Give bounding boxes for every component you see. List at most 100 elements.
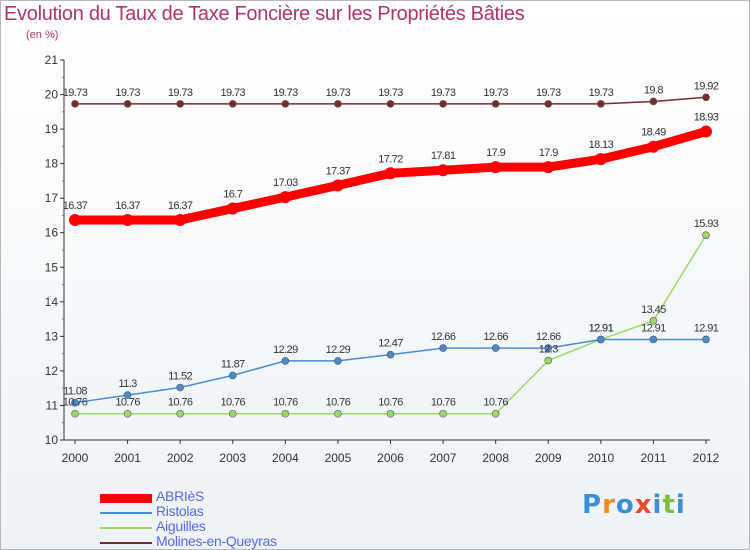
data-point-abri-s xyxy=(542,161,555,174)
data-label-abri-s: 16.7 xyxy=(223,189,242,201)
data-label-abri-s: 16.37 xyxy=(115,200,140,212)
data-point-aiguilles xyxy=(334,409,342,418)
y-tick-label: 20 xyxy=(45,88,59,102)
y-tick-label: 11 xyxy=(46,398,59,412)
logo-letter: r xyxy=(602,490,616,520)
data-point-aiguilles xyxy=(386,409,395,418)
data-label-aiguilles: 10.76 xyxy=(168,397,193,409)
data-point-ristolas xyxy=(702,335,710,344)
data-point-molines-en-queyras xyxy=(386,100,395,108)
data-label-abri-s: 17.37 xyxy=(326,165,351,177)
y-tick-label: 13 xyxy=(45,329,59,343)
logo-letter: i xyxy=(675,490,686,520)
data-label-aiguilles: 10.76 xyxy=(115,397,140,409)
data-point-aiguilles xyxy=(123,409,132,418)
data-label-ristolas: 12.91 xyxy=(641,322,666,334)
data-label-aiguilles: 10.76 xyxy=(483,397,508,409)
data-label-abri-s: 16.37 xyxy=(168,200,193,212)
data-label-ristolas: 11.87 xyxy=(221,358,245,370)
axes: 10 11 12 13 14 15 16 17 18 19 20 21 2000 2001 2002 2003… xyxy=(45,53,720,465)
data-point-aiguilles xyxy=(176,409,184,418)
chart-title: Evolution du Taux de Taxe Foncière sur l… xyxy=(4,3,525,25)
data-point-abri-s xyxy=(121,213,134,226)
data-point-abri-s xyxy=(174,213,187,226)
data-point-aiguilles xyxy=(439,409,447,418)
data-point-abri-s xyxy=(384,167,397,180)
data-point-ristolas xyxy=(597,335,605,344)
y-tick-label: 17 xyxy=(45,191,59,205)
x-tick-label: 2003 xyxy=(219,451,246,465)
data-point-ristolas xyxy=(386,350,395,359)
data-label-aiguilles: 10.76 xyxy=(273,397,298,409)
logo-letter: o xyxy=(615,490,635,520)
data-label-ristolas: 12.66 xyxy=(483,331,508,343)
legend-label: Aiguilles xyxy=(156,518,206,534)
data-label-abri-s: 18.13 xyxy=(589,139,614,151)
data-point-ristolas xyxy=(228,371,237,380)
data-point-molines-en-queyras xyxy=(649,97,658,106)
y-axis-unit: (en %) xyxy=(26,29,59,41)
data-point-abri-s xyxy=(279,191,292,204)
x-tick-label: 2005 xyxy=(325,451,352,465)
data-point-ristolas xyxy=(281,357,290,365)
legend-label: Ristolas xyxy=(156,503,204,519)
data-label-ristolas: 12.91 xyxy=(694,322,719,334)
data-point-molines-en-queyras xyxy=(439,100,447,108)
y-tick-label: 16 xyxy=(45,226,59,240)
data-label-molines-en-queyras: 19.73 xyxy=(483,87,508,99)
data-label-aiguilles: 10.76 xyxy=(63,397,88,409)
x-tick-label: 2000 xyxy=(62,451,89,465)
y-tick-label: 19 xyxy=(45,122,59,136)
data-label-aiguilles: 10.76 xyxy=(378,397,403,409)
legend-swatch xyxy=(100,542,152,544)
legend-swatch xyxy=(100,527,152,529)
y-tick-label: 12 xyxy=(45,364,59,378)
data-labels: 19.73 19.73 19.73 19.73 19.73 19.73 19.73 19.73… xyxy=(63,80,720,409)
y-tick-label: 21 xyxy=(45,53,59,67)
data-label-molines-en-queyras: 19.73 xyxy=(168,87,193,99)
x-tick-label: 2009 xyxy=(535,451,562,465)
data-point-molines-en-queyras xyxy=(281,100,290,108)
data-point-molines-en-queyras xyxy=(71,100,79,108)
logo-letter: t xyxy=(662,490,676,520)
data-point-abri-s xyxy=(226,202,239,215)
data-label-aiguilles: 15.93 xyxy=(694,218,719,230)
data-point-abri-s xyxy=(69,213,81,226)
data-label-molines-en-queyras: 19.73 xyxy=(378,87,403,99)
x-tick-label: 2002 xyxy=(167,451,194,465)
data-point-molines-en-queyras xyxy=(123,100,132,108)
data-point-molines-en-queyras xyxy=(491,100,500,108)
data-point-ristolas xyxy=(71,398,79,407)
data-point-abri-s xyxy=(700,125,712,138)
x-tick-label: 2011 xyxy=(641,451,667,465)
data-point-ristolas xyxy=(334,357,342,365)
x-tick-label: 2004 xyxy=(272,451,299,465)
data-label-abri-s: 17.03 xyxy=(273,177,298,189)
data-point-aiguilles xyxy=(649,317,658,325)
x-tick-label: 2008 xyxy=(482,451,509,465)
data-point-abri-s xyxy=(437,164,450,177)
data-label-ristolas: 12.47 xyxy=(378,338,403,350)
data-label-ristolas: 12.66 xyxy=(431,331,456,343)
x-tick-label: 2001 xyxy=(114,451,141,465)
legend-label: Molines-en-Queyras xyxy=(156,533,277,549)
data-point-aiguilles xyxy=(491,409,500,418)
data-label-aiguilles: 10.76 xyxy=(326,397,351,409)
logo-letter: x xyxy=(634,490,653,520)
logo-letter: i xyxy=(652,490,663,520)
x-tick-label: 2012 xyxy=(693,451,720,465)
data-label-ristolas: 12.66 xyxy=(536,331,561,343)
data-label-abri-s: 18.93 xyxy=(694,112,719,124)
data-label-aiguilles: 10.76 xyxy=(220,397,245,409)
data-label-aiguilles: 10.76 xyxy=(431,397,456,409)
legend-label: ABRIèS xyxy=(156,488,204,504)
data-label-molines-en-queyras: 19.73 xyxy=(63,87,88,99)
data-point-molines-en-queyras xyxy=(544,100,553,108)
data-label-molines-en-queyras: 19.92 xyxy=(694,80,719,92)
data-point-ristolas xyxy=(439,344,447,352)
data-label-molines-en-queyras: 19.73 xyxy=(115,87,140,99)
series-layer xyxy=(69,93,712,418)
data-point-molines-en-queyras xyxy=(702,93,710,102)
